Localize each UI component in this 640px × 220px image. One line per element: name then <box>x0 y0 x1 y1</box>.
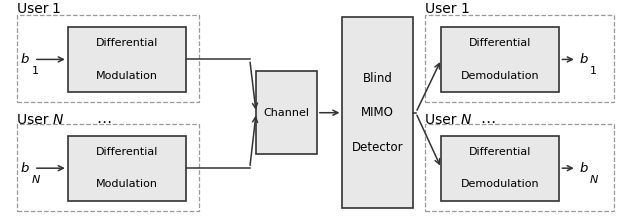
Bar <box>68 136 186 201</box>
Text: 1: 1 <box>52 2 61 16</box>
Text: $N$: $N$ <box>52 113 64 127</box>
Text: $\mathbf{\mathit{b}}$: $\mathbf{\mathit{b}}$ <box>20 161 29 175</box>
Bar <box>342 17 413 208</box>
Text: $\mathbf{\mathit{b}}$: $\mathbf{\mathit{b}}$ <box>579 161 588 175</box>
Text: Detector: Detector <box>351 141 403 154</box>
Text: Differential: Differential <box>95 38 158 48</box>
Text: Demodulation: Demodulation <box>461 71 540 81</box>
Text: User: User <box>426 2 461 16</box>
Bar <box>426 15 614 102</box>
Text: Modulation: Modulation <box>96 180 158 189</box>
Text: $\cdots$: $\cdots$ <box>479 113 495 128</box>
Text: MIMO: MIMO <box>361 106 394 119</box>
Text: $N$: $N$ <box>461 113 472 127</box>
Text: Differential: Differential <box>469 38 532 48</box>
Text: $\mathit{N}$: $\mathit{N}$ <box>31 173 41 185</box>
Text: User: User <box>426 113 461 127</box>
Bar <box>442 27 559 92</box>
Text: $\mathit{1}$: $\mathit{1}$ <box>589 64 598 76</box>
Text: $\cdots$: $\cdots$ <box>97 113 112 128</box>
Bar <box>442 136 559 201</box>
Bar <box>17 15 198 102</box>
Text: User: User <box>17 2 52 16</box>
Text: $\mathit{1}$: $\mathit{1}$ <box>31 64 38 76</box>
Bar <box>17 124 198 211</box>
Bar <box>256 71 317 154</box>
Text: User: User <box>17 113 52 127</box>
Text: $\mathbf{\mathit{b}}$: $\mathbf{\mathit{b}}$ <box>20 52 29 66</box>
Text: Channel: Channel <box>264 108 310 118</box>
Text: 1: 1 <box>461 2 469 16</box>
Bar <box>426 124 614 211</box>
Bar <box>68 27 186 92</box>
Text: Differential: Differential <box>469 147 532 157</box>
Text: $\mathit{N}$: $\mathit{N}$ <box>589 173 600 185</box>
Text: Demodulation: Demodulation <box>461 180 540 189</box>
Text: Blind: Blind <box>362 72 392 84</box>
Text: Differential: Differential <box>95 147 158 157</box>
Text: $\mathbf{\mathit{b}}$: $\mathbf{\mathit{b}}$ <box>579 52 588 66</box>
Text: Modulation: Modulation <box>96 71 158 81</box>
